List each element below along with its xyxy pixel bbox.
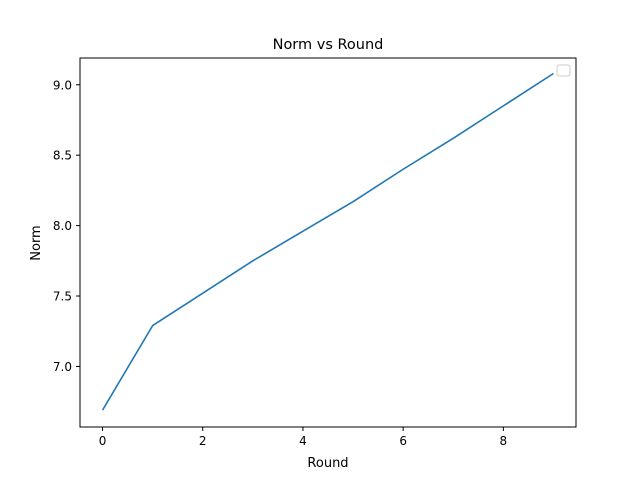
y-tick-label: 9.0 — [53, 78, 72, 92]
y-tick-label: 7.5 — [53, 290, 72, 304]
x-tick-label: 2 — [199, 434, 207, 448]
x-tick-label: 0 — [99, 434, 107, 448]
y-tick-label: 8.5 — [53, 149, 72, 163]
plot-frame — [79, 57, 577, 428]
axis-ticks: 0 2 4 6 8 7.0 7.5 8.0 8.5 9.0 — [53, 78, 507, 448]
x-axis-label: Round — [307, 456, 348, 471]
x-tick-label: 4 — [299, 434, 307, 448]
legend-box — [556, 64, 571, 77]
series-layer — [101, 72, 554, 411]
x-tick-label: 8 — [500, 434, 508, 448]
y-tick-label: 8.0 — [53, 219, 72, 233]
y-tick-label: 7.0 — [53, 360, 72, 374]
y-axis-label: Norm — [29, 225, 44, 260]
series-line — [101, 72, 554, 411]
chart-title: Norm vs Round — [273, 37, 384, 53]
x-tick-label: 6 — [399, 434, 407, 448]
